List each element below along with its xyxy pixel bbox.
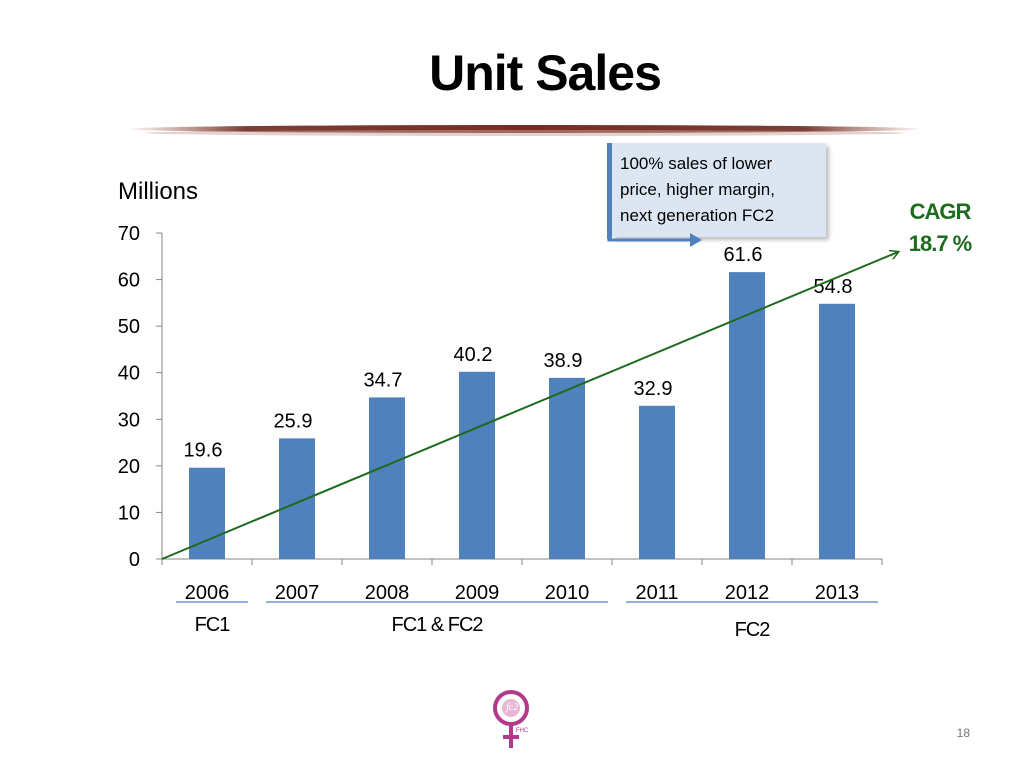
data-label-2013: 54.8 bbox=[814, 276, 853, 298]
bar-2007 bbox=[279, 438, 315, 559]
callout-arrow bbox=[607, 233, 702, 247]
page-number: 18 bbox=[956, 726, 970, 740]
group-label: FC1 bbox=[194, 614, 231, 636]
data-label-2009: 40.2 bbox=[454, 344, 493, 366]
x-tick-label-2006: 2006 bbox=[185, 582, 230, 604]
fc2-logo-icon: fc2 FHC bbox=[493, 690, 529, 748]
data-label-2012: 61.6 bbox=[724, 244, 763, 266]
bar-2011 bbox=[639, 405, 675, 559]
y-tick-label: 40 bbox=[118, 363, 140, 385]
cagr-label: CAGR bbox=[909, 199, 972, 224]
group-label: FC1 & FC2 bbox=[391, 614, 483, 636]
data-label-2006: 19.6 bbox=[184, 440, 223, 462]
svg-text:FHC: FHC bbox=[516, 728, 529, 734]
x-tick-label-2011: 2011 bbox=[635, 582, 678, 604]
callout-line: 100% sales of lower bbox=[620, 154, 773, 173]
y-tick-label: 70 bbox=[118, 223, 140, 245]
callout-line: price, higher margin, bbox=[620, 180, 775, 199]
cagr-trend-line bbox=[161, 252, 898, 560]
bar-2009 bbox=[459, 371, 495, 559]
y-tick-label: 0 bbox=[129, 549, 140, 571]
y-tick-label: 20 bbox=[118, 456, 140, 478]
x-tick-label-2012: 2012 bbox=[725, 582, 770, 604]
data-label-2007: 25.9 bbox=[274, 410, 313, 432]
slide-title: Unit Sales bbox=[429, 45, 662, 101]
bar-2013 bbox=[819, 303, 855, 559]
cagr-annotation: CAGR 18.7 % bbox=[895, 196, 985, 260]
y-tick-label: 60 bbox=[118, 270, 140, 292]
x-tick-label-2008: 2008 bbox=[365, 582, 410, 604]
x-tick-label-2009: 2009 bbox=[455, 582, 500, 604]
group-label: FC2 bbox=[734, 619, 771, 641]
cagr-value: 18.7 % bbox=[908, 231, 973, 256]
x-tick-label-2013: 2013 bbox=[815, 582, 860, 604]
x-tick-label-2007: 2007 bbox=[275, 582, 320, 604]
y-tick-label: 30 bbox=[118, 409, 140, 431]
data-label-2010: 38.9 bbox=[544, 350, 583, 372]
y-tick-label: 10 bbox=[118, 502, 140, 524]
callout-line: next generation FC2 bbox=[620, 206, 775, 225]
callout-box: 100% sales of lower price, higher margin… bbox=[612, 143, 826, 237]
svg-text:fc2: fc2 bbox=[506, 702, 518, 713]
bar-2010 bbox=[549, 377, 585, 559]
bar-2006 bbox=[189, 467, 225, 559]
bar-2008 bbox=[369, 397, 405, 559]
callout-edge bbox=[607, 143, 612, 239]
data-label-2008: 34.7 bbox=[364, 369, 403, 391]
title-divider bbox=[125, 125, 925, 136]
y-axis-unit-label: Millions bbox=[118, 178, 199, 205]
y-tick-label: 50 bbox=[118, 316, 140, 338]
data-label-2011: 32.9 bbox=[634, 378, 673, 400]
x-tick-label-2010: 2010 bbox=[545, 582, 590, 604]
